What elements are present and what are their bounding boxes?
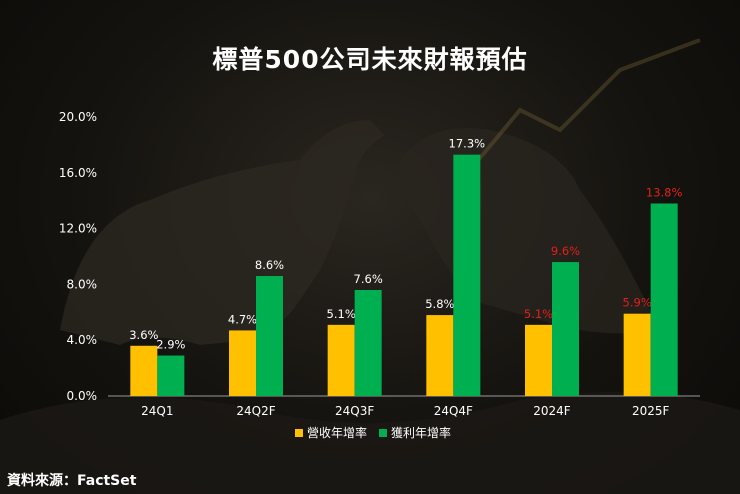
revenue-data-label: 3.6% xyxy=(129,328,158,342)
legend-earnings-swatch xyxy=(379,429,387,437)
earnings-data-label: 2.9% xyxy=(156,338,185,352)
y-tick-label: 20.0% xyxy=(59,110,97,124)
earnings-data-label: 17.3% xyxy=(449,137,486,151)
revenue-data-label: 4.7% xyxy=(228,312,257,326)
earnings-data-label: 9.6% xyxy=(551,244,580,258)
x-tick-label: 2025F xyxy=(632,404,670,418)
revenue-bar xyxy=(130,345,158,396)
y-tick-label: 8.0% xyxy=(67,277,98,291)
legend-revenue-swatch xyxy=(295,429,303,437)
revenue-bar xyxy=(229,330,256,396)
bull-silhouette xyxy=(60,120,385,345)
y-tick-label: 4.0% xyxy=(67,333,98,347)
earnings-bar xyxy=(157,355,185,396)
revenue-bar xyxy=(623,313,651,396)
revenue-data-label: 5.8% xyxy=(425,297,454,311)
revenue-data-label: 5.9% xyxy=(623,296,652,310)
revenue-bar xyxy=(525,324,552,396)
source-note: 資料來源：FactSet xyxy=(7,473,137,489)
y-tick-label: 12.0% xyxy=(59,222,97,236)
earnings-bar xyxy=(552,262,579,396)
revenue-bar xyxy=(327,324,355,396)
x-tick-label: 24Q1 xyxy=(141,404,173,418)
earnings-data-label: 8.6% xyxy=(255,258,284,272)
trend-line xyxy=(468,38,701,172)
ground-rocks xyxy=(0,392,740,494)
x-tick-label: 24Q3F xyxy=(335,404,374,418)
y-tick-label: 16.0% xyxy=(59,166,97,180)
y-tick-label: 0.0% xyxy=(67,389,98,403)
earnings-data-label: 7.6% xyxy=(354,272,383,286)
x-tick-label: 24Q4F xyxy=(434,404,473,418)
earnings-bar xyxy=(453,154,481,396)
legend-revenue-label: 營收年增率 xyxy=(307,425,367,440)
revenue-data-label: 5.1% xyxy=(327,307,356,321)
earnings-bar xyxy=(354,289,382,396)
chart-title: 標普500公司未來財報預估 xyxy=(212,45,528,74)
revenue-data-label: 5.1% xyxy=(524,307,553,321)
x-tick-label: 24Q2F xyxy=(236,404,275,418)
revenue-bar xyxy=(426,315,454,396)
earnings-bar xyxy=(256,276,283,396)
earnings-bar xyxy=(650,203,678,396)
x-tick-label: 2024F xyxy=(533,404,571,418)
earnings-data-label: 13.8% xyxy=(646,185,683,199)
legend-earnings-label: 獲利年增率 xyxy=(391,425,451,440)
